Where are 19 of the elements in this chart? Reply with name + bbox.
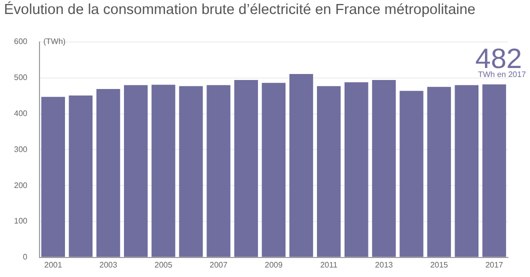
x-tick-label: 2005 <box>154 260 173 270</box>
x-tick-label: 2013 <box>375 260 394 270</box>
y-tick-label: 0 <box>22 252 28 262</box>
y-tick-label: 200 <box>14 180 28 190</box>
x-tick-label: 2003 <box>99 260 118 270</box>
x-tick-label: 2007 <box>210 260 228 270</box>
y-tick-label: 400 <box>14 109 28 118</box>
x-tick-label: 2011 <box>320 260 338 270</box>
chart-title: Évolution de la consommation brute d’électricité en France métropolitaine <box>4 2 476 18</box>
y-tick-label: 500 <box>14 73 28 82</box>
annotation: TWh en 2017 <box>478 70 527 80</box>
y-axis-title: (TWh) <box>43 37 66 46</box>
x-tick-label: 2009 <box>264 260 284 270</box>
y-tick-label: 600 <box>14 37 28 46</box>
x-tick-label: 2017 <box>485 260 504 270</box>
x-tick-label: 2015 <box>430 260 449 270</box>
y-tick-label: 300 <box>14 144 28 154</box>
x-tick-label: 2001 <box>44 260 63 270</box>
y-tick-label: 100 <box>14 216 28 226</box>
